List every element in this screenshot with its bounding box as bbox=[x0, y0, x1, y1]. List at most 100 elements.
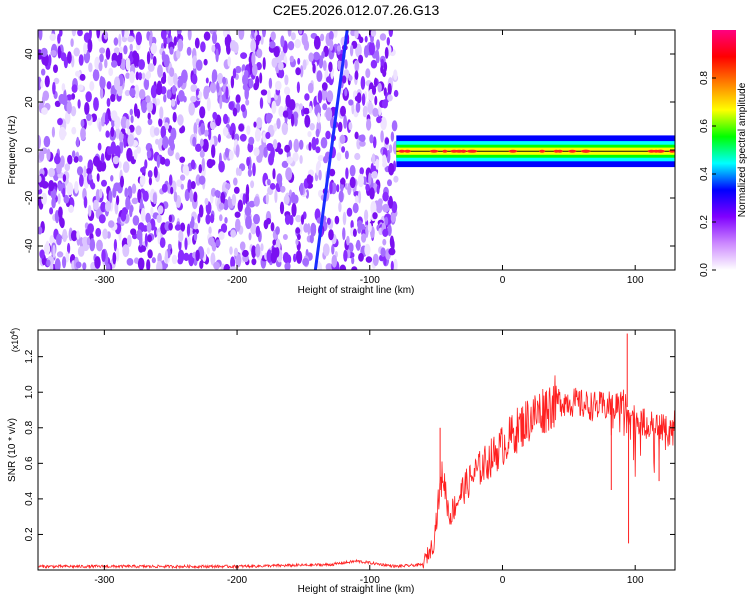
spectrogram-y-axis: -40 -20 0 20 40 bbox=[24, 48, 675, 253]
noise-blob bbox=[106, 97, 111, 107]
noise-blob bbox=[195, 59, 203, 71]
noise-blob bbox=[235, 94, 241, 104]
noise-blob bbox=[284, 262, 291, 270]
noise-blob bbox=[252, 162, 256, 177]
noise-blob bbox=[105, 130, 110, 138]
noise-blob bbox=[149, 125, 156, 138]
signal-peak bbox=[398, 149, 406, 153]
noise-blob bbox=[96, 30, 101, 39]
noise-blob bbox=[380, 116, 387, 130]
signal-peak bbox=[429, 149, 439, 153]
noise-blob bbox=[38, 135, 41, 149]
noise-blob bbox=[147, 234, 153, 243]
noise-blob bbox=[345, 167, 349, 180]
noise-blob bbox=[246, 201, 250, 215]
noise-blob bbox=[49, 207, 54, 215]
noise-blob bbox=[64, 163, 71, 172]
noise-blob bbox=[89, 81, 95, 91]
noise-blob bbox=[147, 249, 153, 259]
noise-blob bbox=[164, 249, 168, 264]
noise-blob bbox=[145, 212, 151, 224]
noise-blob bbox=[180, 125, 186, 133]
noise-blob bbox=[94, 256, 101, 269]
noise-blob bbox=[231, 193, 237, 206]
x-tick-label: -200 bbox=[227, 275, 247, 286]
noise-blob bbox=[170, 186, 174, 195]
noise-blob bbox=[348, 121, 353, 131]
noise-blob bbox=[48, 54, 52, 67]
noise-blob bbox=[136, 229, 143, 241]
snr-y-axis-label: SNR (10 * v/v) bbox=[7, 418, 18, 482]
noise-blob bbox=[309, 105, 312, 114]
noise-blob bbox=[118, 33, 122, 47]
noise-blob bbox=[272, 239, 277, 246]
noise-blob bbox=[52, 244, 56, 258]
noise-blob bbox=[295, 67, 301, 76]
noise-blob bbox=[116, 195, 120, 206]
noise-blob bbox=[272, 139, 278, 150]
noise-blob bbox=[150, 206, 154, 217]
spectrogram-image bbox=[38, 30, 675, 270]
y-tick-label: 0.8 bbox=[24, 420, 35, 434]
noise-blob bbox=[311, 136, 317, 151]
noise-blob bbox=[38, 30, 43, 41]
noise-blob bbox=[245, 184, 250, 197]
noise-blob bbox=[205, 214, 211, 225]
noise-blob bbox=[242, 193, 246, 206]
noise-blob bbox=[276, 118, 281, 130]
noise-blob bbox=[105, 200, 112, 212]
noise-blob bbox=[282, 110, 289, 118]
noise-blob bbox=[79, 73, 86, 81]
noise-blob bbox=[137, 257, 145, 270]
noise-blob bbox=[159, 237, 166, 249]
noise-blob bbox=[92, 155, 100, 167]
noise-blob bbox=[149, 191, 154, 198]
noise-blob bbox=[354, 30, 359, 39]
noise-blob bbox=[284, 144, 291, 153]
noise-blob bbox=[300, 65, 304, 78]
noise-blob bbox=[50, 50, 57, 57]
noise-blob bbox=[213, 261, 221, 270]
noise-blob bbox=[361, 93, 366, 106]
noise-blob bbox=[62, 256, 67, 269]
noise-blob bbox=[281, 160, 289, 168]
noise-blob bbox=[384, 137, 390, 145]
noise-blob bbox=[372, 136, 377, 149]
noise-blob bbox=[161, 183, 168, 193]
noise-blob bbox=[210, 252, 216, 266]
noise-blob bbox=[371, 153, 376, 164]
noise-blob bbox=[153, 166, 158, 179]
noise-blob bbox=[250, 180, 255, 189]
noise-blob bbox=[49, 33, 57, 41]
noise-blob bbox=[120, 58, 127, 71]
noise-blob bbox=[259, 72, 263, 84]
noise-blob bbox=[80, 119, 85, 128]
noise-blob bbox=[317, 90, 323, 104]
noise-blob bbox=[143, 77, 150, 90]
noise-blob bbox=[160, 125, 167, 139]
noise-blob bbox=[41, 192, 48, 205]
signal-peak bbox=[568, 149, 577, 153]
noise-blob bbox=[118, 161, 122, 169]
noise-blob bbox=[171, 254, 178, 265]
noise-blob bbox=[83, 165, 87, 178]
noise-blob bbox=[235, 218, 241, 232]
noise-blob bbox=[114, 116, 121, 129]
noise-blob bbox=[269, 183, 276, 190]
noise-blob bbox=[382, 191, 389, 202]
noise-blob bbox=[219, 214, 223, 222]
noise-blob bbox=[130, 30, 134, 35]
noise-blob bbox=[78, 54, 84, 66]
noise-blob bbox=[295, 238, 299, 246]
noise-blob bbox=[184, 237, 188, 251]
y-tick-label: 0 bbox=[24, 147, 35, 153]
noise-blob bbox=[287, 41, 295, 51]
diagonal-streak bbox=[313, 30, 349, 270]
noise-blob bbox=[377, 82, 382, 93]
noise-blob bbox=[210, 121, 216, 130]
noise-blob bbox=[280, 185, 286, 193]
noise-blob bbox=[245, 215, 252, 230]
noise-blob bbox=[198, 164, 203, 174]
noise-blob bbox=[169, 67, 175, 77]
noise-blob bbox=[156, 260, 163, 270]
